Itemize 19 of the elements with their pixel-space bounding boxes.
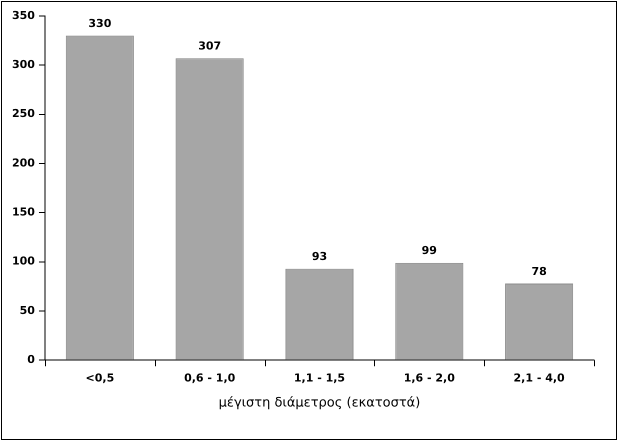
- x-tick-label: 0,6 - 1,0: [184, 372, 236, 385]
- data-label: 93: [312, 250, 328, 264]
- x-tick-label: 1,6 - 2,0: [404, 372, 456, 385]
- data-label: 99: [422, 244, 437, 258]
- y-tick-label: 150: [12, 206, 36, 219]
- y-tick-label: 50: [20, 304, 36, 317]
- x-tick-label: 1,1 - 1,5: [294, 372, 346, 385]
- data-label: 307: [198, 40, 222, 53]
- y-tick-label: 250: [12, 107, 36, 120]
- data-label: 78: [531, 264, 547, 278]
- y-tick-label: 0: [27, 353, 36, 366]
- x-tick-label: 2,1 - 4,0: [513, 372, 566, 385]
- y-tick-label: 200: [12, 156, 36, 170]
- x-axis-title: μέγιστη διάμετρος (εκατοστά): [218, 396, 420, 411]
- x-tick-label: <0,5: [86, 372, 114, 385]
- y-tick-label: 350: [12, 8, 36, 22]
- y-tick-label: 100: [12, 254, 36, 268]
- y-tick-label: 300: [12, 58, 36, 72]
- data-label: 330: [88, 17, 112, 30]
